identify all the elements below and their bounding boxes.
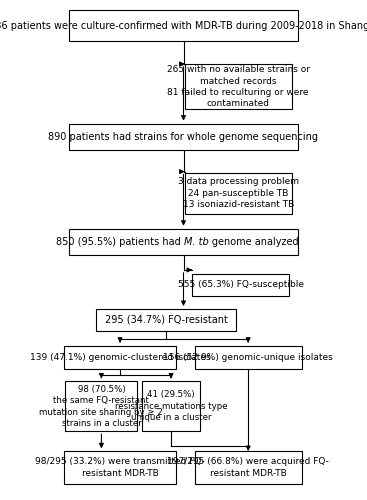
Text: 41 (29.5%)
resistance mutations type
unique in a cluster: 41 (29.5%) resistance mutations type uni… <box>115 390 228 422</box>
FancyBboxPatch shape <box>97 309 236 330</box>
Text: 98 (70.5%)
the same FQ-resistant
mutation site sharing by ≥ 2
strains in a clust: 98 (70.5%) the same FQ-resistant mutatio… <box>40 384 163 428</box>
FancyBboxPatch shape <box>65 382 138 432</box>
FancyBboxPatch shape <box>192 274 289 296</box>
Text: 265 with no available strains or
matched records
81 failed to reculturing or wer: 265 with no available strains or matched… <box>167 65 310 108</box>
FancyBboxPatch shape <box>195 346 302 369</box>
FancyBboxPatch shape <box>142 382 200 432</box>
Text: 98/295 (33.2%) were transmitted FQ-
resistant MDR-TB: 98/295 (33.2%) were transmitted FQ- resi… <box>35 458 205 478</box>
Text: 850 (95.5%) patients had: 850 (95.5%) patients had <box>56 237 184 247</box>
Text: 295 (34.7%) FQ-resistant: 295 (34.7%) FQ-resistant <box>105 315 228 325</box>
FancyBboxPatch shape <box>185 64 292 110</box>
FancyBboxPatch shape <box>69 10 298 41</box>
Text: 156 (52.9%) genomic-unique isolates: 156 (52.9%) genomic-unique isolates <box>163 353 333 362</box>
Text: 1236 patients were culture-confirmed with MDR-TB during 2009-2018 in Shanghai: 1236 patients were culture-confirmed wit… <box>0 20 367 30</box>
FancyBboxPatch shape <box>64 452 176 484</box>
FancyBboxPatch shape <box>64 346 176 369</box>
Text: M. tb genome analyzed: M. tb genome analyzed <box>184 237 298 247</box>
FancyBboxPatch shape <box>69 228 298 255</box>
Text: M. tb: M. tb <box>184 237 208 247</box>
FancyBboxPatch shape <box>69 124 298 150</box>
Text: 139 (47.1%) genomic-clustered isolates: 139 (47.1%) genomic-clustered isolates <box>30 353 210 362</box>
Text: 890 patients had strains for whole genome sequencing: 890 patients had strains for whole genom… <box>48 132 319 141</box>
Text: 555 (65.3%) FQ-susceptible: 555 (65.3%) FQ-susceptible <box>178 280 304 289</box>
FancyBboxPatch shape <box>185 173 292 214</box>
FancyBboxPatch shape <box>195 452 302 484</box>
Text: 3 data processing problem
24 pan-susceptible TB
13 isoniazid-resistant TB: 3 data processing problem 24 pan-suscept… <box>178 178 299 210</box>
Text: 197/295 (66.8%) were acquired FQ-
resistant MDR-TB: 197/295 (66.8%) were acquired FQ- resist… <box>167 458 329 478</box>
